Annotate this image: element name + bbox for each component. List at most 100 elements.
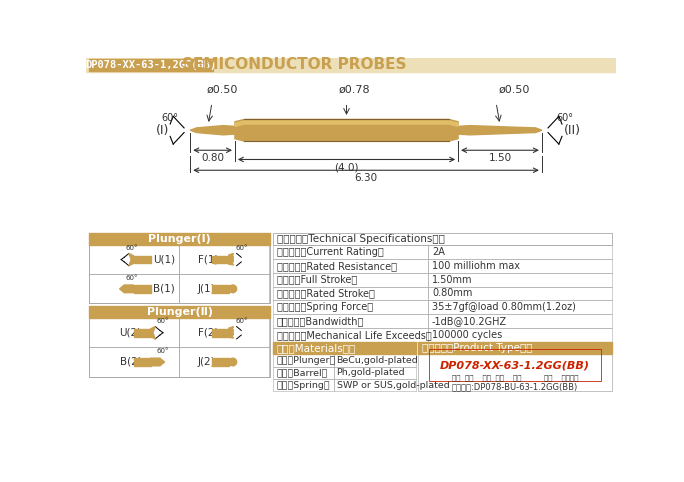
Bar [133,329,150,336]
Bar [179,348,269,376]
Bar [273,286,428,300]
Text: U(1): U(1) [153,254,175,265]
Text: Ph,gold-plated: Ph,gold-plated [337,368,405,377]
Polygon shape [150,358,165,366]
Text: Plunger(Ⅰ): Plunger(Ⅰ) [148,234,211,244]
Text: 35±7gf@load 0.80mm(1.2oz): 35±7gf@load 0.80mm(1.2oz) [432,302,576,312]
Text: 60°: 60° [126,275,138,281]
Text: (I): (I) [156,124,169,137]
Bar [428,300,611,314]
Text: 1.50: 1.50 [488,153,512,163]
Text: SEMICONDUCTOR PROBES: SEMICONDUCTOR PROBES [183,57,407,72]
Bar [273,354,334,367]
Text: DP078-XX-63-1,2GG(BB): DP078-XX-63-1,2GG(BB) [86,60,217,70]
Text: 弹簧（Spring）: 弹簧（Spring） [276,381,330,389]
Bar [428,328,611,342]
Bar [133,358,150,366]
Bar [179,274,269,304]
Text: ø0.50: ø0.50 [207,85,238,95]
Bar [90,59,213,71]
Text: 额定行程（Rated Stroke）: 额定行程（Rated Stroke） [277,288,375,298]
Text: DP078-XX-63-1.2GG(BB): DP078-XX-63-1.2GG(BB) [440,360,590,370]
Text: 60°: 60° [161,113,179,123]
Bar [428,314,611,328]
Text: 100000 cycles: 100000 cycles [432,330,502,340]
Text: 60°: 60° [557,113,574,123]
Bar [334,354,417,367]
Text: 额定电流（Current Rating）: 额定电流（Current Rating） [277,247,384,257]
Text: 系列  规格    头型  总长    弹力          镜金    针头材质: 系列 规格 头型 总长 弹力 镜金 针头材质 [451,374,578,381]
Polygon shape [229,256,233,262]
Bar [90,233,270,304]
Bar [212,256,229,264]
Bar [273,259,428,273]
Polygon shape [229,330,233,335]
Bar [212,285,229,293]
Bar [273,300,428,314]
Text: 60°: 60° [235,245,248,251]
Polygon shape [235,120,458,141]
Bar [273,273,428,286]
Bar [273,328,428,342]
Bar [133,256,150,264]
Bar [428,286,611,300]
Bar [418,342,611,354]
Polygon shape [129,254,133,266]
Bar [273,314,428,328]
Text: Plunger(Ⅱ): Plunger(Ⅱ) [146,307,213,317]
Bar [428,245,611,259]
Bar [212,329,229,336]
Text: (4.0): (4.0) [334,162,359,173]
Polygon shape [120,285,133,293]
Polygon shape [235,121,458,126]
Polygon shape [458,126,542,135]
Bar [90,348,179,376]
Text: ø0.78: ø0.78 [339,85,370,95]
Text: 技术要求（Technical Specifications）：: 技术要求（Technical Specifications）： [277,234,445,244]
Text: F(2): F(2) [198,328,218,338]
Text: F(1): F(1) [198,254,218,265]
Polygon shape [449,120,458,141]
Bar [90,306,270,318]
Bar [428,259,611,273]
Text: 60°: 60° [126,245,138,251]
Text: 测试寿命（Mechanical Life Exceeds）: 测试寿命（Mechanical Life Exceeds） [277,330,432,340]
Text: 成品型号（Product Type）：: 成品型号（Product Type）： [422,343,532,353]
Polygon shape [229,254,233,259]
Ellipse shape [229,358,237,366]
Polygon shape [150,327,155,339]
Bar [334,367,417,379]
Bar [273,245,428,259]
Text: 60°: 60° [157,319,170,324]
Text: 60°: 60° [157,348,170,354]
Polygon shape [235,120,244,141]
Text: 0.80: 0.80 [201,153,224,163]
Text: 材质（Materials）：: 材质（Materials）： [277,343,356,353]
Bar [428,273,611,286]
Bar [90,233,270,245]
Polygon shape [190,126,235,135]
Polygon shape [229,333,233,338]
Bar [90,245,179,274]
Text: SWP or SUS,gold-plated: SWP or SUS,gold-plated [337,381,449,389]
Text: BeCu,gold-plated: BeCu,gold-plated [337,356,419,365]
Text: 针头（Plunger）: 针头（Plunger） [276,356,335,365]
Bar [418,354,611,391]
Text: 频率带宽（Bandwidth）: 频率带宽（Bandwidth） [277,316,365,326]
Bar [334,379,417,391]
Text: 0.80mm: 0.80mm [432,288,472,298]
Text: B(1): B(1) [153,284,174,294]
Text: 满行程（Full Stroke）: 满行程（Full Stroke） [277,275,357,284]
Bar [273,367,334,379]
Ellipse shape [229,285,237,293]
Text: -1dB@10.2GHZ: -1dB@10.2GHZ [432,316,507,326]
Polygon shape [229,260,233,265]
Text: ø0.50: ø0.50 [498,85,529,95]
Text: J(2): J(2) [198,357,215,367]
Bar [179,245,269,274]
Text: J(1): J(1) [198,284,215,294]
Text: 额定弹力（Spring Force）: 额定弹力（Spring Force） [277,302,373,312]
Text: U(2): U(2) [120,328,142,338]
Bar [273,342,417,354]
Text: (II): (II) [564,124,581,137]
